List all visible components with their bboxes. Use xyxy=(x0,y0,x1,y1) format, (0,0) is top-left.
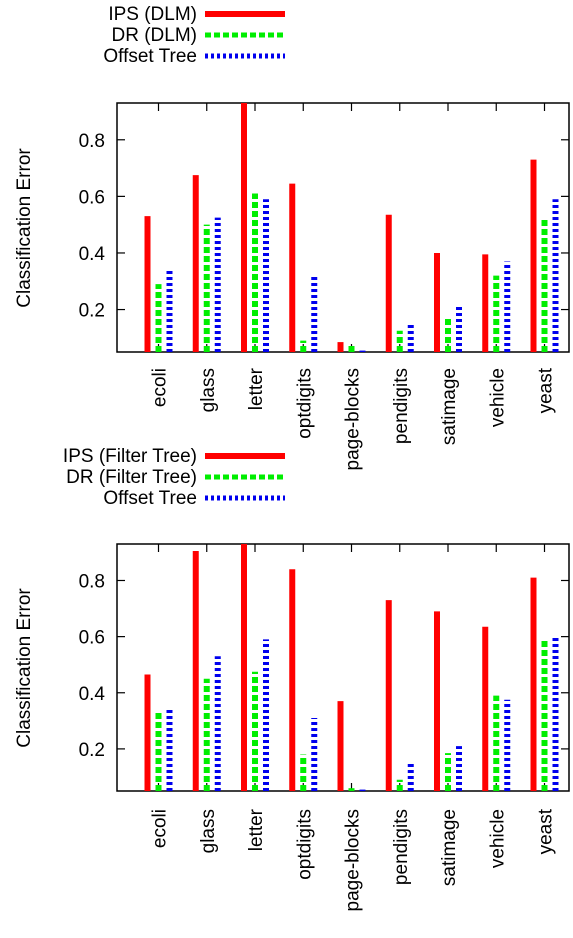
chart2-x-tick-label-satimage: satimage xyxy=(439,809,460,886)
chart1-x-tick-label-pendigits: pendigits xyxy=(391,368,412,444)
chart1-legend-label-dr: DR (DLM) xyxy=(112,25,198,46)
chart1-plot-frame xyxy=(116,102,570,353)
chart1-x-tick-label-page-blocks: page-blocks xyxy=(343,368,364,470)
chart2-x-tick-label-vehicle: vehicle xyxy=(487,809,508,868)
chart2-ytick-label: 0.4 xyxy=(79,684,106,705)
chart1-x-tick-label-optdigits: optdigits xyxy=(294,368,315,439)
chart2-x-tick-label-ecoli: ecoli xyxy=(150,809,171,848)
chart2-ytick-label: 0.6 xyxy=(79,628,105,649)
chart1-x-tick-label-satimage: satimage xyxy=(439,368,460,445)
chart2-y-axis-label: Classification Error xyxy=(14,588,35,748)
chart2-x-tick-label-letter: letter xyxy=(246,808,267,851)
chart2-x-tick-label-page-blocks: page-blocks xyxy=(343,809,364,911)
chart2-x-tick-label-glass: glass xyxy=(198,809,219,853)
chart1-ytick-label: 0.8 xyxy=(79,131,105,152)
chart1-ytick-label: 0.4 xyxy=(79,244,106,265)
chart2-x-tick-label-pendigits: pendigits xyxy=(391,809,412,885)
chart2-ytick-label: 0.8 xyxy=(79,571,105,592)
chart1-ytick-label: 0.2 xyxy=(79,301,105,322)
chart1-x-tick-label-letter: letter xyxy=(246,367,267,410)
chart2-x-tick-label-yeast: yeast xyxy=(536,808,557,854)
chart2-legend-label-ips: IPS (Filter Tree) xyxy=(63,446,197,467)
chart1-x-tick-label-glass: glass xyxy=(198,368,219,412)
chart1-legend-label-offset: Offset Tree xyxy=(103,46,197,67)
chart1-x-tick-label-ecoli: ecoli xyxy=(150,368,171,407)
chart2-legend-label-offset: Offset Tree xyxy=(103,488,197,509)
chart2-ytick-label: 0.2 xyxy=(79,740,105,761)
chart1-legend-label-ips: IPS (DLM) xyxy=(108,4,197,25)
chart2-x-tick-label-optdigits: optdigits xyxy=(294,809,315,880)
chart1-ytick-label: 0.6 xyxy=(79,187,105,208)
chart1-x-tick-label-yeast: yeast xyxy=(536,367,557,413)
chart2-legend-label-dr: DR (Filter Tree) xyxy=(66,467,197,488)
chart1-y-axis-label: Classification Error xyxy=(14,148,35,308)
chart1-x-tick-label-vehicle: vehicle xyxy=(487,368,508,427)
